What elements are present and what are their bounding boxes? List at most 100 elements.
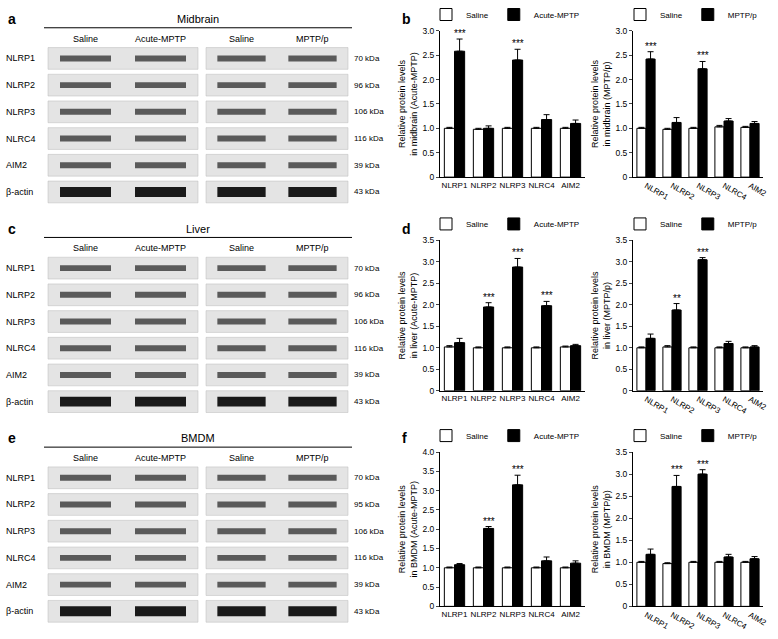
svg-text:NLRC4: NLRC4 bbox=[721, 181, 749, 202]
svg-text:AIM2: AIM2 bbox=[6, 160, 27, 170]
svg-text:Saline: Saline bbox=[466, 11, 489, 20]
svg-text:3.0: 3.0 bbox=[615, 257, 627, 267]
svg-text:Saline: Saline bbox=[229, 34, 254, 44]
svg-text:2.0: 2.0 bbox=[422, 75, 434, 85]
svg-text:4.0: 4.0 bbox=[422, 447, 434, 457]
svg-text:d: d bbox=[402, 221, 411, 237]
svg-text:b: b bbox=[402, 11, 411, 27]
svg-text:2.0: 2.0 bbox=[615, 75, 627, 85]
svg-text:NLRC4: NLRC4 bbox=[528, 181, 555, 190]
svg-text:Acute-MPTP: Acute-MPTP bbox=[534, 432, 579, 441]
svg-text:2.5: 2.5 bbox=[422, 50, 434, 60]
svg-text:NLRP3: NLRP3 bbox=[695, 395, 722, 416]
svg-text:NLRP3: NLRP3 bbox=[6, 526, 35, 536]
svg-text:106 kDa: 106 kDa bbox=[354, 527, 384, 536]
svg-text:0.5: 0.5 bbox=[615, 579, 627, 589]
svg-text:Saline: Saline bbox=[73, 34, 98, 44]
svg-text:1.5: 1.5 bbox=[422, 543, 434, 553]
svg-text:3.0: 3.0 bbox=[422, 257, 434, 267]
svg-text:NLRP1: NLRP1 bbox=[442, 610, 468, 619]
svg-text:Acute-MPTP: Acute-MPTP bbox=[135, 453, 186, 463]
svg-text:AIM2: AIM2 bbox=[561, 610, 580, 619]
svg-text:Saline: Saline bbox=[229, 453, 254, 463]
svg-text:0: 0 bbox=[623, 601, 628, 611]
svg-text:Saline: Saline bbox=[660, 11, 683, 20]
svg-text:Saline: Saline bbox=[660, 220, 683, 229]
svg-text:Relative protein levelsin BMDM: Relative protein levelsin BMDM (Acute-MP… bbox=[397, 481, 419, 578]
svg-text:3.0: 3.0 bbox=[422, 486, 434, 496]
svg-text:Relative protein levelsin BMDM: Relative protein levelsin BMDM (MPTP/p) bbox=[590, 485, 612, 574]
svg-text:0: 0 bbox=[430, 601, 435, 611]
svg-text:Acute-MPTP: Acute-MPTP bbox=[135, 34, 186, 44]
svg-text:Saline: Saline bbox=[660, 432, 683, 441]
svg-text:NLRP2: NLRP2 bbox=[6, 80, 35, 90]
svg-text:NLRP1: NLRP1 bbox=[6, 473, 35, 483]
svg-text:43 kDa: 43 kDa bbox=[354, 397, 380, 406]
svg-text:Saline: Saline bbox=[73, 453, 98, 463]
svg-text:106 kDa: 106 kDa bbox=[354, 317, 384, 326]
svg-text:2.5: 2.5 bbox=[422, 278, 434, 288]
svg-text:f: f bbox=[402, 430, 407, 446]
svg-text:NLRP1: NLRP1 bbox=[442, 394, 468, 403]
svg-text:39 kDa: 39 kDa bbox=[354, 370, 380, 379]
svg-text:MPTP/p: MPTP/p bbox=[728, 220, 757, 229]
svg-text:Acute-MPTP: Acute-MPTP bbox=[534, 220, 579, 229]
svg-text:NLRP3: NLRP3 bbox=[695, 181, 722, 202]
svg-text:Relative protein levelsin midb: Relative protein levelsin midbrain (MPTP… bbox=[590, 59, 612, 148]
svg-text:70 kDa: 70 kDa bbox=[354, 473, 380, 482]
svg-text:NLRP2: NLRP2 bbox=[669, 395, 696, 416]
svg-text:2.0: 2.0 bbox=[615, 300, 627, 310]
svg-text:Relative protein levelsin live: Relative protein levelsin liver (Acute-M… bbox=[397, 271, 419, 360]
svg-text:MPTP/p: MPTP/p bbox=[728, 11, 757, 20]
svg-text:3.0: 3.0 bbox=[422, 26, 434, 36]
svg-text:NLRC4: NLRC4 bbox=[528, 610, 555, 619]
svg-text:1.0: 1.0 bbox=[422, 343, 434, 353]
svg-text:Saline: Saline bbox=[229, 243, 254, 253]
svg-text:0.5: 0.5 bbox=[422, 148, 434, 158]
svg-text:NLRP1: NLRP1 bbox=[643, 181, 670, 202]
svg-text:70 kDa: 70 kDa bbox=[354, 264, 380, 273]
svg-text:3.5: 3.5 bbox=[615, 447, 627, 457]
svg-text:3.0: 3.0 bbox=[615, 26, 627, 36]
svg-text:2.5: 2.5 bbox=[615, 491, 627, 501]
svg-text:2.5: 2.5 bbox=[615, 50, 627, 60]
svg-text:1.0: 1.0 bbox=[615, 557, 627, 567]
svg-text:1.0: 1.0 bbox=[615, 343, 627, 353]
svg-text:β-actin: β-actin bbox=[6, 187, 33, 197]
svg-text:1.5: 1.5 bbox=[615, 99, 627, 109]
svg-text:e: e bbox=[8, 430, 16, 446]
svg-text:**: ** bbox=[673, 293, 681, 304]
svg-text:AIM2: AIM2 bbox=[6, 580, 27, 590]
svg-text:AIM2: AIM2 bbox=[747, 395, 768, 412]
svg-text:1.0: 1.0 bbox=[422, 123, 434, 133]
svg-text:***: *** bbox=[483, 516, 495, 527]
svg-text:Acute-MPTP: Acute-MPTP bbox=[534, 11, 579, 20]
svg-text:NLRP1: NLRP1 bbox=[6, 263, 35, 273]
svg-text:NLRC4: NLRC4 bbox=[721, 395, 749, 416]
svg-text:NLRP3: NLRP3 bbox=[500, 181, 526, 190]
svg-text:Saline: Saline bbox=[73, 243, 98, 253]
svg-text:43 kDa: 43 kDa bbox=[354, 187, 380, 196]
svg-text:3.0: 3.0 bbox=[615, 469, 627, 479]
svg-text:***: *** bbox=[483, 292, 495, 303]
svg-text:NLRP2: NLRP2 bbox=[471, 394, 497, 403]
svg-text:0.5: 0.5 bbox=[422, 582, 434, 592]
svg-text:AIM2: AIM2 bbox=[6, 370, 27, 380]
svg-text:c: c bbox=[8, 221, 16, 237]
svg-text:***: *** bbox=[645, 41, 657, 52]
svg-text:1.0: 1.0 bbox=[615, 123, 627, 133]
svg-text:96 kDa: 96 kDa bbox=[354, 290, 380, 299]
svg-text:NLRP2: NLRP2 bbox=[669, 610, 696, 631]
svg-text:NLRC4: NLRC4 bbox=[6, 553, 36, 563]
svg-text:***: *** bbox=[697, 459, 709, 470]
svg-text:NLRP3: NLRP3 bbox=[500, 394, 526, 403]
svg-text:β-actin: β-actin bbox=[6, 397, 33, 407]
svg-text:AIM2: AIM2 bbox=[561, 394, 580, 403]
svg-text:MPTP/p: MPTP/p bbox=[296, 243, 329, 253]
svg-text:NLRP3: NLRP3 bbox=[500, 610, 526, 619]
svg-text:0: 0 bbox=[623, 172, 628, 182]
svg-text:AIM2: AIM2 bbox=[561, 181, 580, 190]
svg-text:116 kDa: 116 kDa bbox=[354, 134, 384, 143]
svg-text:39 kDa: 39 kDa bbox=[354, 161, 380, 170]
svg-text:NLRP2: NLRP2 bbox=[471, 181, 497, 190]
